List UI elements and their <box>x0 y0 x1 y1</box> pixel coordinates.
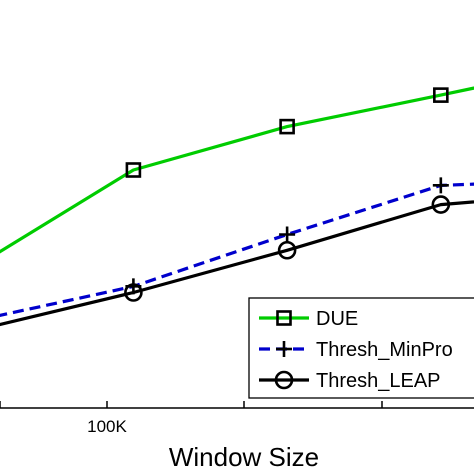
legend-label: Thresh_MinPro <box>316 339 453 361</box>
series-line <box>0 200 474 327</box>
series-thresh-leap <box>0 195 474 327</box>
data-point <box>125 162 142 178</box>
x-axis-ticks: 100K <box>0 401 383 436</box>
data-point <box>431 195 451 214</box>
data-point <box>279 118 295 135</box>
x-tick-label: 100K <box>87 417 127 436</box>
legend-marker <box>276 310 292 326</box>
legend-label: DUE <box>316 308 358 330</box>
series-line <box>0 86 474 254</box>
series-line <box>0 182 474 318</box>
data-point <box>277 240 297 260</box>
legend-marker <box>276 341 292 357</box>
legend-item: Thresh_MinPro <box>259 339 453 361</box>
legend-item: Thresh_LEAP <box>259 370 441 392</box>
legend-label: Thresh_LEAP <box>316 370 441 392</box>
plot-area: 100K <box>0 86 474 436</box>
data-point <box>279 226 296 243</box>
series-layer <box>0 86 474 327</box>
legend-item: DUE <box>259 308 358 330</box>
data-point <box>433 87 449 103</box>
data-point <box>432 177 449 194</box>
x-axis-title: Window Size <box>169 442 319 472</box>
series-due <box>0 86 474 254</box>
data-point <box>124 283 143 302</box>
legend-items: DUE Thresh_MinPro Thresh_LEAP <box>259 308 453 392</box>
legend-marker <box>274 370 294 390</box>
legend: DUE Thresh_MinPro Thresh_LEAP <box>248 297 474 399</box>
